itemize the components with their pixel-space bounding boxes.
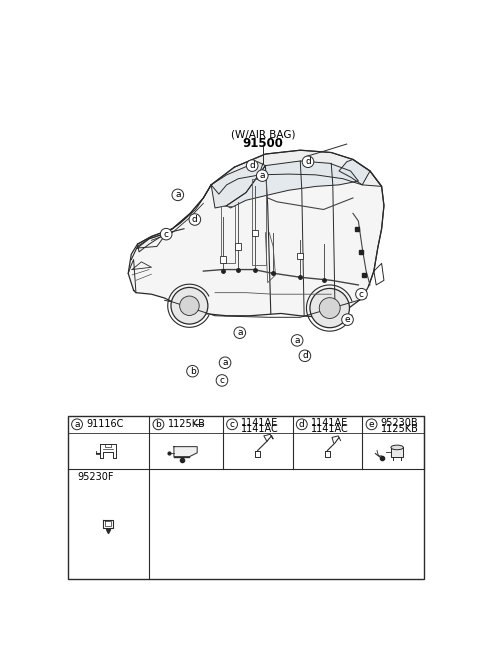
Text: a: a — [294, 336, 300, 345]
Text: 91116C: 91116C — [86, 419, 124, 429]
Text: d: d — [302, 351, 308, 360]
Polygon shape — [137, 185, 211, 252]
Circle shape — [216, 375, 228, 386]
Circle shape — [319, 297, 340, 318]
Text: 1141AE: 1141AE — [311, 418, 348, 428]
Text: c: c — [359, 290, 364, 299]
Circle shape — [356, 288, 367, 300]
Text: a: a — [222, 358, 228, 367]
Circle shape — [171, 288, 208, 324]
Circle shape — [296, 419, 307, 430]
Bar — [220, 257, 226, 263]
Text: e: e — [369, 420, 374, 429]
Circle shape — [366, 419, 377, 430]
Text: c: c — [164, 230, 168, 238]
Circle shape — [246, 160, 258, 172]
Polygon shape — [174, 447, 197, 457]
Bar — [297, 253, 303, 259]
Circle shape — [302, 156, 314, 168]
Text: e: e — [345, 315, 350, 324]
Bar — [68, 416, 424, 579]
Circle shape — [342, 314, 353, 326]
Text: a: a — [74, 420, 80, 429]
Circle shape — [299, 350, 311, 362]
Polygon shape — [391, 447, 403, 457]
Text: a: a — [260, 171, 265, 180]
Circle shape — [234, 327, 246, 339]
Text: d: d — [192, 215, 198, 224]
Bar — [221, 206, 235, 263]
Text: d: d — [305, 157, 311, 166]
Ellipse shape — [391, 445, 403, 450]
Circle shape — [187, 365, 198, 377]
Circle shape — [72, 419, 83, 430]
Circle shape — [160, 229, 172, 240]
Circle shape — [189, 214, 201, 225]
Bar — [252, 229, 258, 236]
Text: 1141AC: 1141AC — [241, 424, 279, 434]
Circle shape — [227, 419, 238, 430]
Text: c: c — [219, 376, 225, 385]
Text: 1141AE: 1141AE — [241, 418, 278, 428]
Text: d: d — [249, 161, 255, 170]
Text: c: c — [229, 420, 235, 429]
Polygon shape — [339, 159, 370, 185]
Text: 1125KB: 1125KB — [381, 424, 419, 434]
Text: 95230B: 95230B — [381, 418, 419, 428]
Polygon shape — [211, 162, 265, 208]
Circle shape — [256, 170, 268, 181]
Circle shape — [180, 296, 199, 316]
Circle shape — [291, 335, 303, 346]
Text: (W/AIR BAG): (W/AIR BAG) — [231, 129, 295, 139]
Text: 1141AC: 1141AC — [311, 424, 349, 434]
Bar — [252, 179, 266, 265]
Text: 91500: 91500 — [242, 137, 284, 150]
Text: d: d — [299, 420, 305, 429]
Text: 95230F: 95230F — [77, 472, 114, 481]
Polygon shape — [211, 150, 382, 194]
Circle shape — [310, 288, 349, 328]
Polygon shape — [128, 150, 384, 317]
Text: 1125KB: 1125KB — [168, 419, 205, 429]
Text: b: b — [190, 367, 195, 376]
Circle shape — [153, 419, 164, 430]
Text: a: a — [175, 191, 180, 199]
Text: a: a — [237, 328, 242, 337]
Text: b: b — [156, 420, 161, 429]
Circle shape — [172, 189, 184, 200]
Circle shape — [219, 357, 231, 369]
Polygon shape — [227, 161, 359, 208]
Bar — [235, 244, 241, 250]
